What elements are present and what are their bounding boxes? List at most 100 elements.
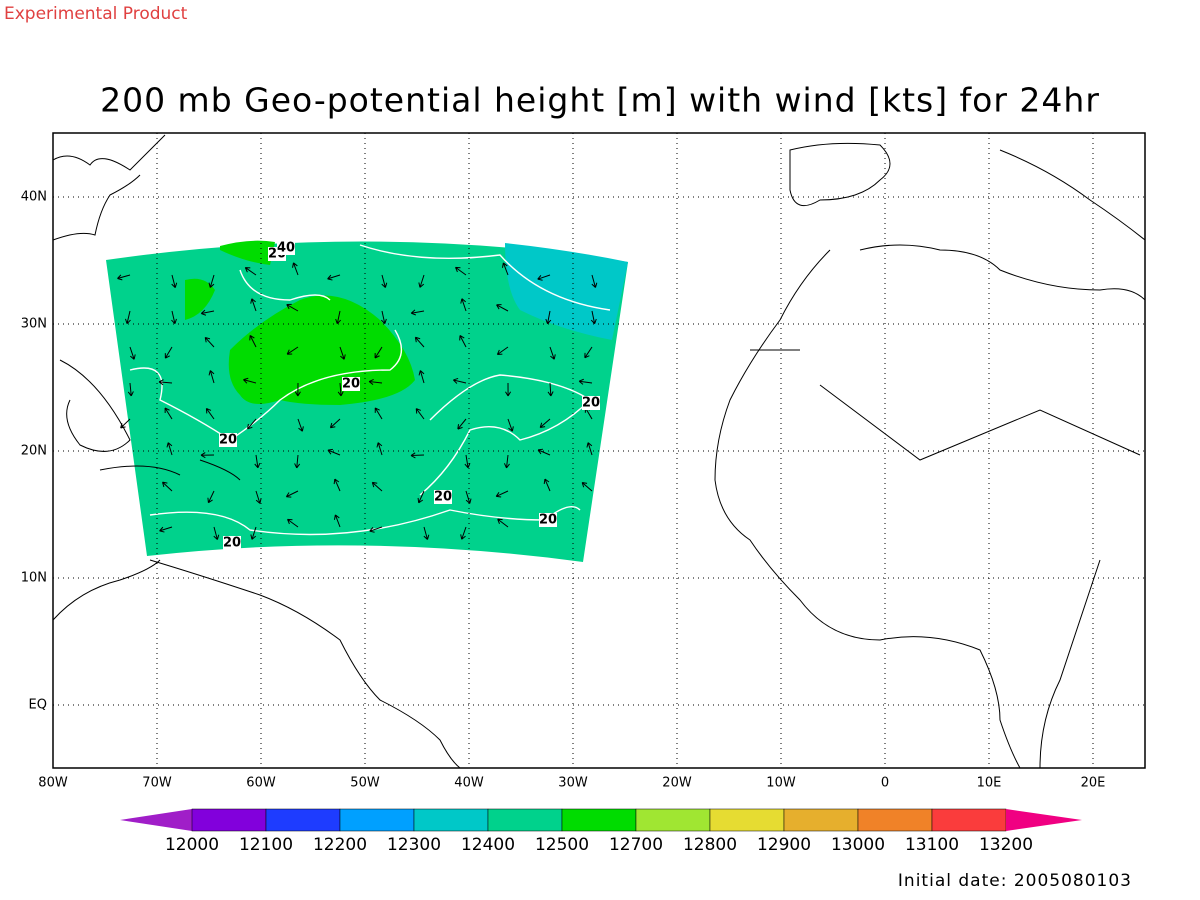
wind-arrow xyxy=(371,481,383,492)
wind-arrow xyxy=(171,274,178,288)
wind-arrows xyxy=(117,262,598,540)
wind-arrow xyxy=(543,478,551,492)
wind-arrow xyxy=(549,346,556,360)
wind-arrow xyxy=(327,274,341,281)
lat-label: 30N xyxy=(21,317,47,332)
wind-arrow xyxy=(381,274,388,288)
wind-arrow xyxy=(418,370,425,384)
wind-arrow xyxy=(159,526,173,533)
wind-arrow xyxy=(584,346,593,359)
colorbar-label: 12700 xyxy=(609,835,663,855)
wind-arrow xyxy=(287,518,299,528)
wind-arrow xyxy=(213,526,220,540)
contour-label-box xyxy=(342,377,360,391)
map: 2040202020202020 xyxy=(52,132,1146,769)
colorbar-box xyxy=(339,808,415,832)
wind-arrow xyxy=(250,298,257,312)
wind-arrow xyxy=(586,442,593,456)
wind-arrow xyxy=(464,454,471,469)
colorbar-label: 12900 xyxy=(757,835,811,855)
wind-arrow xyxy=(164,346,173,359)
axis-labels: 80W 70W 60W 50W 40W 30W 20W 10W 0 10E 20E 40N 30N 20N… xyxy=(21,190,1106,791)
height-field xyxy=(505,243,628,340)
wind-arrow xyxy=(459,335,467,348)
lat-label: EQ xyxy=(29,698,47,713)
wind-arrow xyxy=(286,346,299,355)
wind-arrow xyxy=(127,382,134,397)
wind-arrow xyxy=(333,514,341,528)
wind-arrow xyxy=(590,310,597,325)
lon-label: 30W xyxy=(558,776,588,791)
colorbar-label: 13000 xyxy=(831,835,885,855)
wind-arrow xyxy=(286,303,299,312)
contour-labels: 2040202020202020 xyxy=(219,241,600,551)
wind-arrow xyxy=(205,407,215,420)
wind-arrow xyxy=(369,526,383,533)
wind-arrow xyxy=(247,418,257,430)
wind-arrow xyxy=(455,266,467,276)
colorbar-box xyxy=(561,808,637,832)
initial-date: Initial date: 2005080103 xyxy=(898,871,1132,891)
lon-label: 0 xyxy=(881,776,889,791)
wind-arrow xyxy=(294,382,301,397)
lon-label: 50W xyxy=(350,776,380,791)
wind-arrow xyxy=(243,377,257,384)
colorbar-label: 12000 xyxy=(165,835,219,855)
wind-arrow xyxy=(537,274,551,281)
wind-arrow xyxy=(376,442,383,456)
lat-label: 10N xyxy=(21,571,47,586)
lon-label: 70W xyxy=(142,776,172,791)
wind-arrow xyxy=(503,454,510,469)
lon-label: 20W xyxy=(662,776,692,791)
colorbar-box xyxy=(783,808,859,832)
wind-arrow xyxy=(333,478,341,492)
lon-label: 10W xyxy=(766,776,796,791)
contour-label: 20 xyxy=(223,536,241,551)
colorbar-label: 12500 xyxy=(535,835,589,855)
map-title: 200 mb Geo-potential height [m] with win… xyxy=(100,81,1100,120)
wind-arrow xyxy=(337,382,344,397)
wind-arrow xyxy=(125,310,131,325)
wind-arrow xyxy=(501,262,509,276)
colorbar-arrow xyxy=(1006,809,1082,831)
wind-arrow xyxy=(460,298,467,312)
wind-arrow xyxy=(453,377,467,384)
wind-arrow xyxy=(255,490,262,504)
map-frame xyxy=(52,132,1146,769)
lon-label: 40W xyxy=(454,776,484,791)
colorbar-box xyxy=(487,808,563,832)
wind-arrow xyxy=(368,378,383,385)
colorbar-label: 12100 xyxy=(239,835,293,855)
wind-arrow xyxy=(578,378,593,385)
wind-arrow xyxy=(200,309,215,316)
contour-label: 20 xyxy=(219,433,237,448)
wind-arrow xyxy=(380,310,387,325)
colorbar-label: 12300 xyxy=(387,835,441,855)
colorbar-box xyxy=(857,808,933,832)
wind-arrow xyxy=(374,346,383,359)
wind-arrow xyxy=(254,454,261,469)
wind-arrow xyxy=(164,407,173,420)
contour-label-box xyxy=(277,241,295,255)
lat-label: 40N xyxy=(21,190,47,205)
height-field xyxy=(228,295,415,405)
wind-arrow xyxy=(339,346,346,360)
lon-label: 80W xyxy=(38,776,68,791)
colorbar-label: 12200 xyxy=(313,835,367,855)
colorbar-box xyxy=(265,808,341,832)
colorbar-box xyxy=(191,808,267,832)
lon-label: 60W xyxy=(246,776,276,791)
wind-arrow xyxy=(414,336,425,348)
wind-arrow xyxy=(171,310,177,325)
contour-label-box xyxy=(219,433,237,447)
contour-label: 20 xyxy=(434,490,452,505)
wind-arrow xyxy=(497,518,509,528)
wind-arrow xyxy=(507,418,514,432)
wind-arrow xyxy=(294,454,301,469)
wind-arrow xyxy=(208,274,215,288)
contour-label-box xyxy=(223,536,241,550)
wind-arrow xyxy=(329,418,341,429)
height-field xyxy=(106,241,628,562)
coastlines xyxy=(52,134,1146,769)
